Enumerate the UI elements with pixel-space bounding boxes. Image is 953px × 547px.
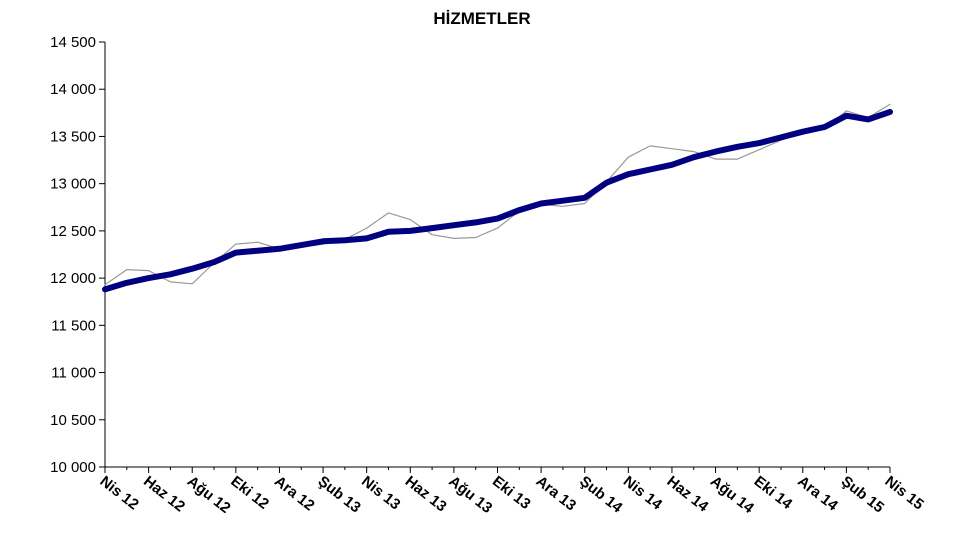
- x-tick-label: Eki 12: [227, 473, 272, 513]
- y-tick-label: 11 000: [51, 365, 96, 382]
- x-tick-label: Eki 13: [489, 473, 534, 513]
- y-tick-label: 12 000: [50, 270, 96, 287]
- x-tick-label: Nis 15: [882, 473, 927, 514]
- x-tick-label: Haz 14: [663, 473, 711, 516]
- y-tick-label: 10 500: [50, 412, 96, 429]
- series-line-raw: [104, 103, 891, 286]
- x-tick-label: Nis 12: [97, 473, 142, 514]
- x-tick-label: Şub 13: [315, 473, 364, 517]
- y-tick-label: 13 500: [50, 128, 96, 145]
- x-tick-label: Ağu 13: [445, 473, 495, 517]
- series-lines: [102, 103, 893, 293]
- x-tick-label: Şub 14: [576, 473, 626, 517]
- x-tick-label: Şub 15: [838, 473, 887, 517]
- y-tick-label: 14 000: [50, 81, 96, 98]
- series-line-trend: [102, 108, 893, 293]
- x-tick-label: Ağu 12: [184, 473, 234, 517]
- y-tick-label: 12 500: [50, 223, 96, 240]
- x-tick-label: Haz 12: [140, 473, 188, 516]
- y-tick-label: 10 000: [50, 459, 96, 476]
- x-tick-label: Ara 12: [271, 473, 318, 515]
- x-tick-label: Ara 14: [794, 473, 841, 515]
- y-tick-label: 14 500: [50, 34, 96, 51]
- x-tick-label: Nis 13: [358, 473, 403, 514]
- x-tick-label: Ağu 14: [707, 473, 757, 518]
- y-tick-label: 11 500: [51, 317, 96, 334]
- y-tick-label: 13 000: [50, 176, 96, 193]
- x-tick-label: Nis 14: [620, 473, 666, 514]
- x-tick-label: Haz 13: [402, 473, 450, 516]
- x-tick-label: Ara 13: [533, 473, 580, 515]
- x-tick-label: Eki 14: [751, 473, 796, 514]
- chart-title: HİZMETLER: [433, 9, 530, 28]
- y-ticks: 10 000 10 500 11 000 11 500 12 000 12 500 13 0…: [50, 34, 105, 476]
